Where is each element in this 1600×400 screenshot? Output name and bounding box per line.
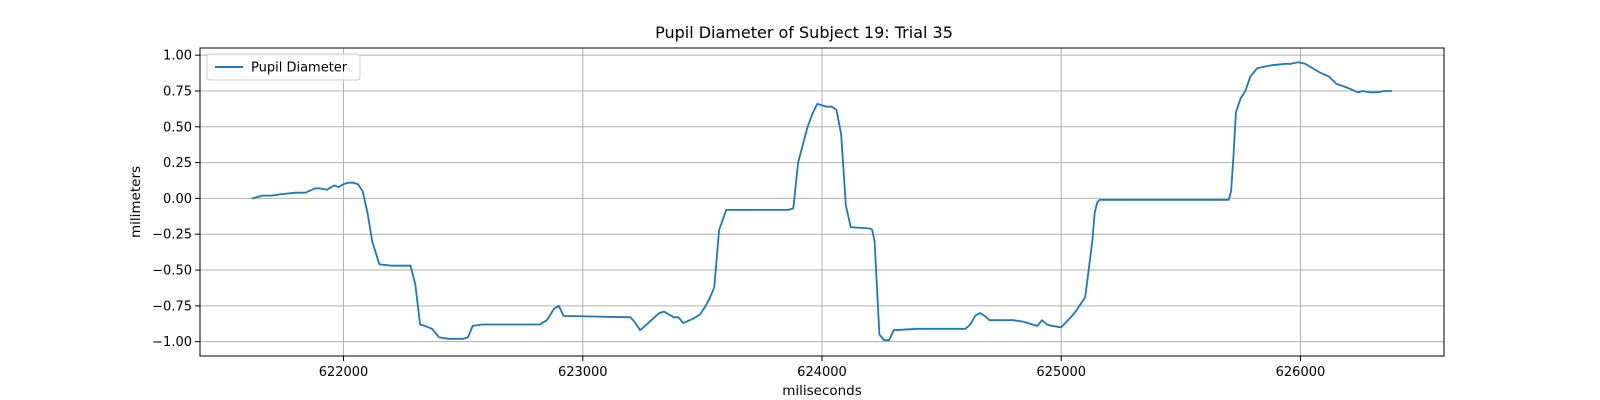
- y-tick-label: −0.50: [152, 264, 192, 279]
- y-tick-label: 0.50: [163, 120, 192, 135]
- series-line-pupil-diameter: [251, 61, 1393, 342]
- legend: Pupil Diameter: [206, 53, 361, 81]
- x-tick-label: 624000: [797, 365, 847, 380]
- y-tick-label: 0.00: [163, 192, 192, 207]
- y-tick-label: 0.75: [163, 84, 192, 99]
- y-axis-label: milimeters: [128, 166, 144, 238]
- y-tick-label: −1.00: [152, 335, 192, 350]
- x-tick-label: 626000: [1276, 365, 1326, 380]
- y-tick-label: 0.25: [163, 156, 192, 171]
- series-lines: [251, 61, 1393, 342]
- y-axis-ticks: 1.00 0.75 0.50 0.25 0.00 −0.25 −0.50 −0.75 −1.00: [152, 49, 200, 350]
- y-tick-label: −0.75: [152, 299, 192, 314]
- chart-title: Pupil Diameter of Subject 19: Trial 35: [655, 23, 953, 42]
- grid-lines: [200, 48, 1444, 356]
- x-tick-label: 625000: [1036, 365, 1086, 380]
- legend-box: [206, 53, 361, 81]
- x-tick-label: 622000: [319, 365, 369, 380]
- x-axis-ticks: 622000 623000 624000 625000 626000: [319, 356, 1326, 380]
- x-axis-label: miliseconds: [782, 383, 862, 399]
- y-tick-label: 1.00: [163, 49, 192, 64]
- x-tick-label: 623000: [558, 365, 608, 380]
- legend-entry-pupil-diameter: Pupil Diameter: [251, 61, 348, 76]
- y-tick-label: −0.25: [152, 228, 192, 243]
